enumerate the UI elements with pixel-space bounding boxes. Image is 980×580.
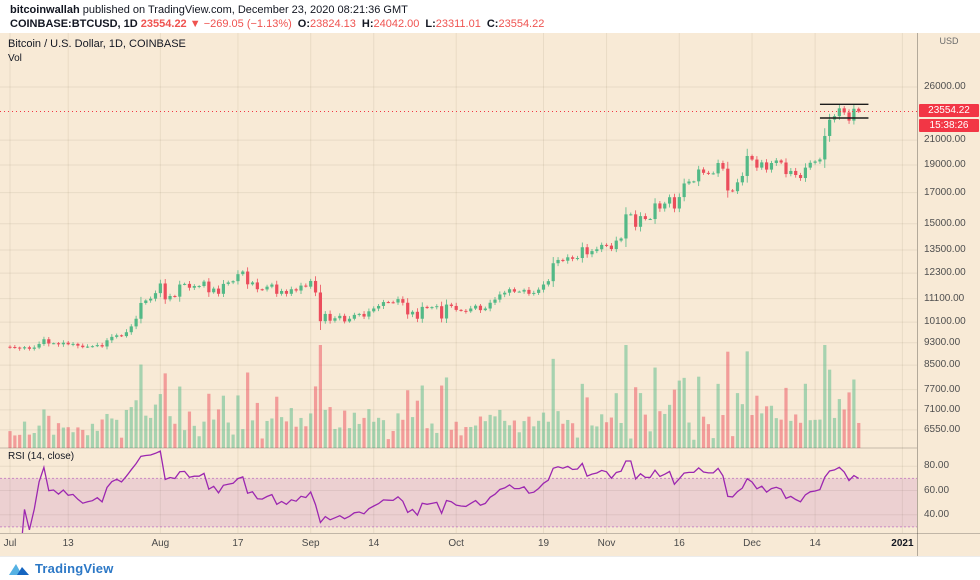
ohlc-high: H:24042.00 bbox=[362, 18, 420, 30]
close-value: 23554.22 bbox=[498, 18, 545, 30]
logo-mountain-icon bbox=[9, 564, 29, 575]
time-axis-label: 13 bbox=[62, 538, 74, 549]
high-value: 24042.00 bbox=[373, 18, 420, 30]
open-label: O: bbox=[297, 18, 310, 30]
price-axis-label: 13500.00 bbox=[924, 243, 966, 255]
symbol-title: COINBASE:BTCUSD, 1D bbox=[10, 18, 138, 30]
high-label: H: bbox=[361, 18, 374, 30]
price-axis-label: 7100.00 bbox=[924, 403, 961, 415]
time-axis-label: Jul bbox=[3, 538, 17, 549]
candle-countdown: 15:38:26 bbox=[919, 118, 979, 132]
close-label: C: bbox=[486, 18, 499, 30]
time-axis-label: 17 bbox=[232, 538, 244, 549]
volume-bars bbox=[8, 345, 861, 448]
time-axis-label: 16 bbox=[673, 538, 685, 549]
time-axis-label: Aug bbox=[151, 538, 170, 549]
rsi-axis-label: 80.00 bbox=[924, 460, 950, 472]
grid-lines bbox=[0, 33, 917, 533]
time-axis[interactable]: Jul 13 Aug 17 Sep 14 Oct 19 Nov 16 Dec 14 2021 bbox=[0, 533, 980, 556]
time-axis-label: 14 bbox=[809, 538, 821, 549]
price-axis-label: 7700.00 bbox=[924, 383, 961, 395]
publish-info: published on TradingView.com, December 2… bbox=[82, 4, 408, 16]
current-price-label: 23554.22 bbox=[919, 103, 979, 117]
price-axis-label: 10100.00 bbox=[924, 316, 966, 328]
time-axis-label: Dec bbox=[743, 538, 761, 549]
brand-name: TradingView bbox=[35, 561, 114, 576]
time-axis-label: 19 bbox=[537, 538, 550, 549]
price-axis-label: 21000.00 bbox=[924, 134, 966, 146]
last-price: 23554.22 bbox=[140, 18, 187, 30]
time-axis-label: Nov bbox=[597, 538, 616, 549]
open-value: 23824.13 bbox=[310, 18, 356, 30]
time-axis-label: 2021 bbox=[891, 538, 914, 549]
low-label: L: bbox=[425, 18, 436, 30]
publish-header: bitcoinwallah published on TradingView.c… bbox=[0, 0, 980, 33]
pattern-annotation[interactable] bbox=[819, 103, 869, 119]
ohlc-open: O:23824.13 bbox=[298, 18, 356, 30]
tradingview-logo[interactable]: TradingView bbox=[8, 561, 114, 576]
volume-legend: Vol bbox=[8, 53, 22, 64]
price-axis-label: 6550.00 bbox=[924, 423, 961, 435]
chart-area[interactable]: Bitcoin / U.S. Dollar, 1D, COINBASE Vol … bbox=[0, 33, 980, 556]
time-axis-label: Oct bbox=[448, 538, 464, 549]
time-axis-label: 14 bbox=[368, 538, 380, 549]
price-axis-label: 26000.00 bbox=[924, 80, 966, 92]
price-axis-label: 12300.00 bbox=[924, 267, 966, 279]
rsi-band bbox=[0, 477, 917, 528]
rsi-legend: RSI (14, close) bbox=[8, 451, 75, 462]
price-axis-label: 17000.00 bbox=[924, 186, 966, 198]
axis-unit-label: USD bbox=[939, 36, 959, 46]
publish-line: bitcoinwallah published on TradingView.c… bbox=[10, 3, 980, 17]
footer: TradingView bbox=[0, 556, 980, 580]
price-axis-label: 8500.00 bbox=[924, 359, 961, 371]
price-axis-label: 11100.00 bbox=[924, 292, 965, 304]
candles bbox=[8, 104, 861, 351]
author-name: bitcoinwallah bbox=[10, 4, 80, 16]
chart-legend: Bitcoin / U.S. Dollar, 1D, COINBASE bbox=[8, 38, 186, 50]
rsi-axis-label: 60.00 bbox=[924, 484, 950, 496]
ohlc-low: L:23311.01 bbox=[425, 18, 480, 30]
rsi-line bbox=[21, 450, 860, 533]
rsi-axis-label: 40.00 bbox=[924, 508, 950, 520]
time-axis-label: Sep bbox=[301, 538, 320, 549]
ohlc-close: C:23554.22 bbox=[487, 18, 545, 30]
price-axis-label: 19000.00 bbox=[924, 158, 966, 170]
price-axis-label: 15000.00 bbox=[924, 217, 966, 229]
price-axis[interactable]: USD 23554.22 15:38:26 26000.00 21000.00 19… bbox=[917, 33, 980, 556]
price-axis-label: 9300.00 bbox=[924, 336, 961, 348]
low-value: 23311.01 bbox=[435, 18, 481, 30]
symbol-line: COINBASE:BTCUSD, 1D 23554.22 ▼ −269.05 (… bbox=[10, 17, 980, 31]
price-change: ▼ −269.05 (−1.13%) bbox=[189, 18, 292, 30]
candlestick-plot[interactable] bbox=[0, 33, 917, 533]
